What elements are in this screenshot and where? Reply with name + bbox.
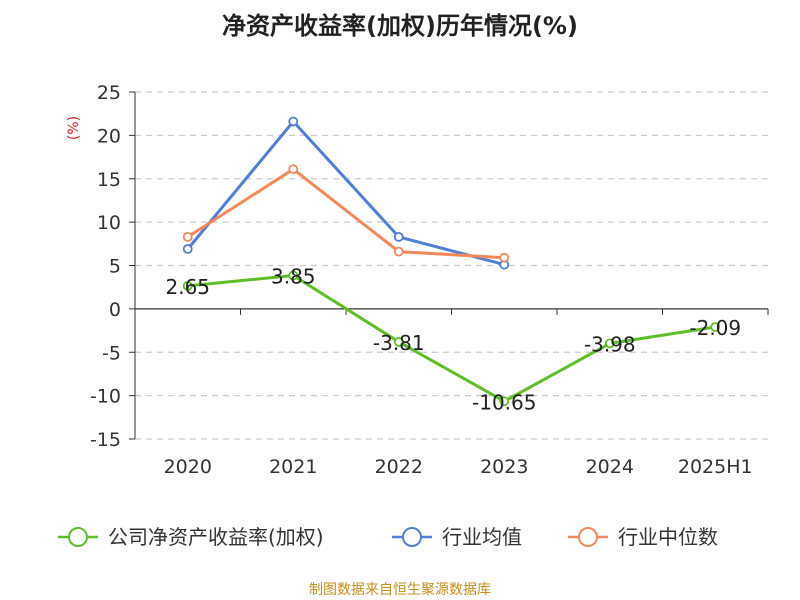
series-point [288, 116, 299, 127]
y-tick-label: 15 [97, 169, 121, 191]
data-label-layer: 2.65 3.85 -3.81 -10.65 -3.98 -2.09 [165, 264, 741, 414]
data-source-note: 制图数据来自恒生聚源数据库 [309, 582, 491, 598]
legend-label: 公司净资产收益率(加权) [108, 525, 324, 549]
series-point [393, 246, 404, 257]
chart-title: 净资产收益率(加权)历年情况(%) [222, 12, 578, 40]
x-tick-label: 2021 [269, 456, 317, 478]
x-tick-label: 2022 [375, 456, 423, 478]
series-point [393, 337, 404, 347]
data-label: -2.09 [689, 316, 741, 340]
legend-label: 行业中位数 [618, 525, 718, 549]
data-label: -10.65 [472, 390, 536, 414]
x-tick-label: 2024 [586, 456, 634, 478]
series-line [186, 167, 506, 260]
y-tick-label: 5 [109, 256, 121, 278]
legend-marker [402, 527, 422, 547]
series-point [499, 252, 510, 263]
data-label: -3.81 [373, 331, 425, 355]
series-point [499, 396, 510, 407]
series-point [393, 231, 404, 242]
legend-label: 行业均值 [442, 525, 522, 549]
series-layer [182, 116, 721, 407]
series-point [288, 270, 299, 281]
series-point [182, 244, 193, 254]
data-label: 2.65 [165, 275, 210, 299]
series-point [182, 231, 193, 242]
x-tick-label: 2023 [480, 456, 528, 478]
series-point [182, 280, 193, 291]
legend-marker [578, 527, 598, 547]
x-tick-label: 2020 [164, 456, 212, 478]
legend-marker [68, 527, 88, 547]
series-line [186, 120, 506, 267]
y-tick-label: -15 [90, 429, 121, 451]
y-tick-label: 25 [97, 82, 121, 104]
y-tick-label: 20 [97, 125, 121, 147]
x-tick-label: 2025H1 [678, 456, 753, 478]
y-tick-label: -5 [102, 342, 121, 364]
series-point [288, 164, 299, 175]
legend: 公司净资产收益率(加权) 行业均值 行业中位数 [58, 525, 718, 549]
series-line [186, 274, 717, 403]
grid-layer [135, 91, 768, 440]
axis-layer: 25 20 15 10 5 0 -5 -10 -15 2020 2021 2022 2023 2024 20… [90, 82, 769, 478]
data-label: 3.85 [271, 264, 316, 288]
y-axis-label: (%) [66, 116, 82, 140]
y-tick-label: 10 [97, 212, 121, 234]
series-point [710, 322, 721, 332]
y-tick-label: 0 [109, 299, 121, 321]
data-label: -3.98 [584, 332, 636, 356]
y-tick-label: -10 [90, 386, 121, 408]
series-point [604, 338, 615, 349]
